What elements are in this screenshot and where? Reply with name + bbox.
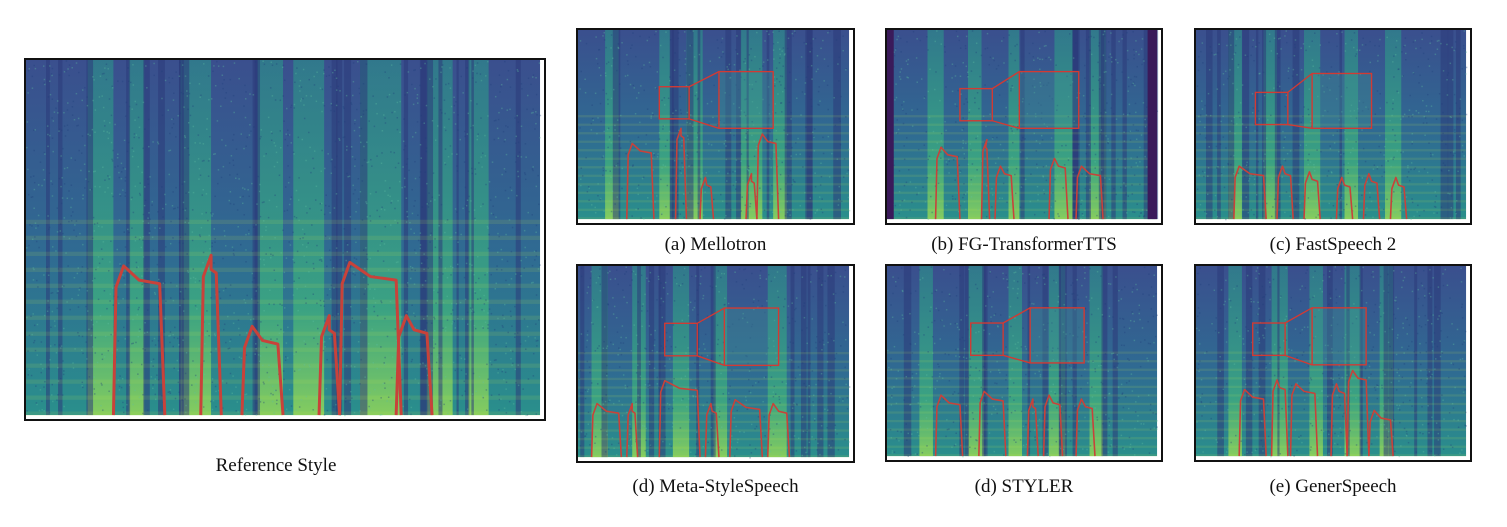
panel-fastspeech2: [1194, 28, 1472, 225]
panel-generspeech: [1194, 264, 1472, 462]
caption-generspeech: (e) GenerSpeech: [1269, 476, 1397, 497]
panel-fg-transformertts: [885, 28, 1163, 225]
caption-meta-stylespeech: (d) Meta-StyleSpeech: [632, 476, 799, 497]
panel-styler: [885, 264, 1163, 462]
panel-mellotron: [576, 28, 855, 225]
caption-styler: (d) STYLER: [974, 476, 1074, 497]
meta-stylespeech-spectrogram: [578, 266, 851, 459]
mellotron-spectrogram: [578, 30, 851, 220]
generspeech-spectrogram: [1196, 266, 1467, 458]
caption-mellotron: (a) Mellotron: [664, 234, 767, 255]
panel-meta-stylespeech: [576, 264, 855, 463]
reference-spectrogram: [24, 58, 546, 421]
styler-spectrogram: [887, 266, 1158, 458]
fastspeech2-spectrogram: [1196, 30, 1468, 221]
reference-spectrogram-image: [26, 60, 542, 417]
caption-fastspeech2: (c) FastSpeech 2: [1269, 234, 1397, 255]
reference-caption: Reference Style: [215, 455, 337, 476]
fg-transformertts-spectrogram: [887, 30, 1159, 221]
caption-fg-transformertts: (b) FG-TransformerTTS: [931, 234, 1117, 255]
